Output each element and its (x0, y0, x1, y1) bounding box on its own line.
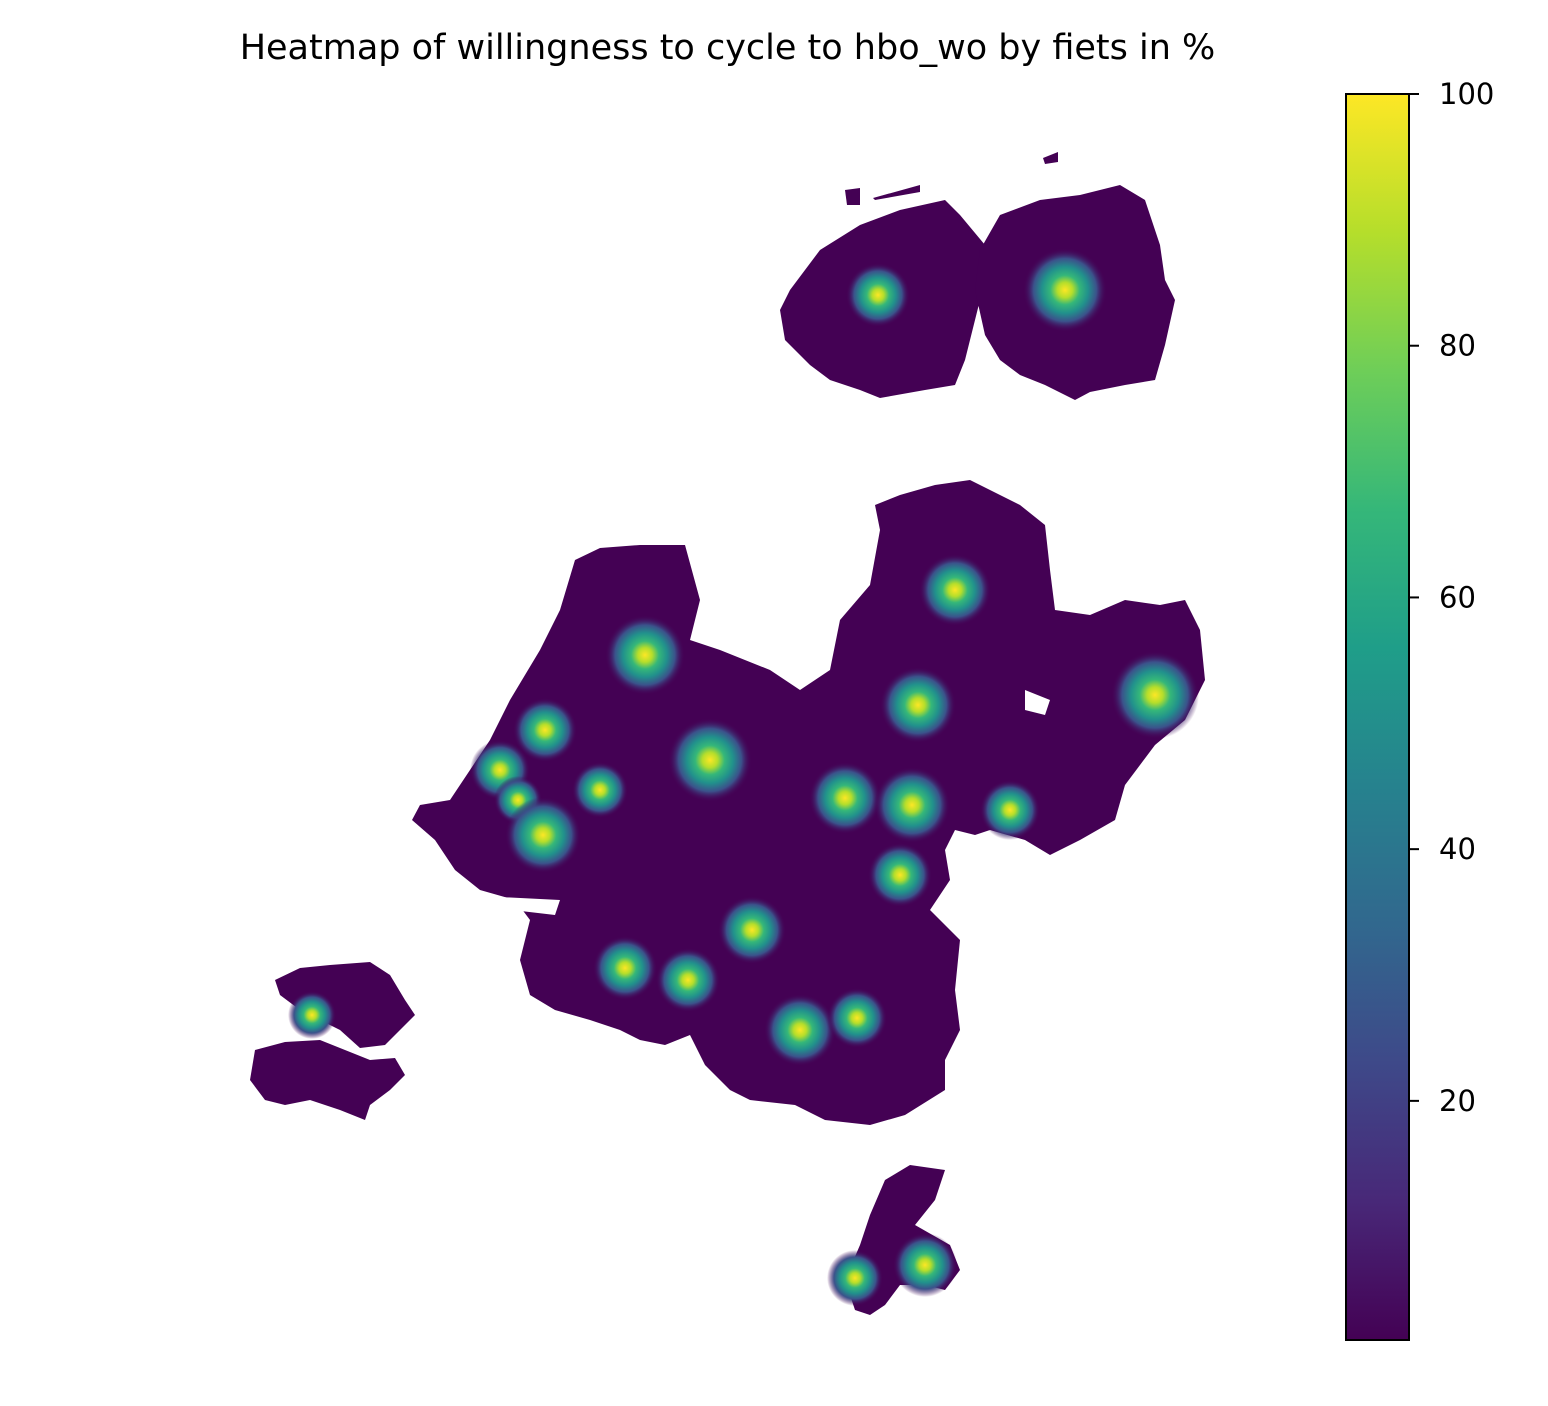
hotspot (668, 718, 752, 802)
hotspot (827, 1250, 883, 1306)
hotspots (288, 248, 1199, 1306)
hotspot (809, 762, 881, 834)
region-south-west (250, 962, 415, 1120)
hotspot (980, 780, 1040, 840)
hotspot (868, 843, 932, 907)
hotspot (764, 994, 836, 1066)
hotspot (505, 797, 581, 873)
hotspot (880, 667, 956, 743)
hotspot (846, 263, 910, 327)
map-title: Heatmap of willingness to cycle to hbo_w… (239, 28, 1216, 68)
hotspot (656, 948, 720, 1012)
colorbar-tick-label: 60 (1439, 580, 1476, 614)
hotspot (572, 762, 628, 818)
hotspot (893, 1233, 957, 1297)
hotspot (718, 896, 786, 964)
colorbar-tick-label: 100 (1439, 77, 1494, 111)
colorbar-ticks: 20 40 60 80 100 (1409, 77, 1494, 1118)
colorbar-gradient (1345, 93, 1410, 1341)
hotspot (1023, 248, 1107, 332)
hotspot (874, 767, 950, 843)
hotspot (593, 936, 657, 1000)
colorbar-tick-label: 80 (1439, 329, 1476, 363)
colorbar-tick-label: 20 (1439, 1084, 1476, 1118)
colorbar-tick-label: 40 (1439, 832, 1476, 866)
hotspot (288, 991, 336, 1039)
hotspot (919, 554, 991, 626)
hotspot (605, 615, 685, 695)
hotspot (513, 698, 577, 762)
hotspot (1111, 651, 1199, 739)
hotspot (827, 988, 887, 1048)
